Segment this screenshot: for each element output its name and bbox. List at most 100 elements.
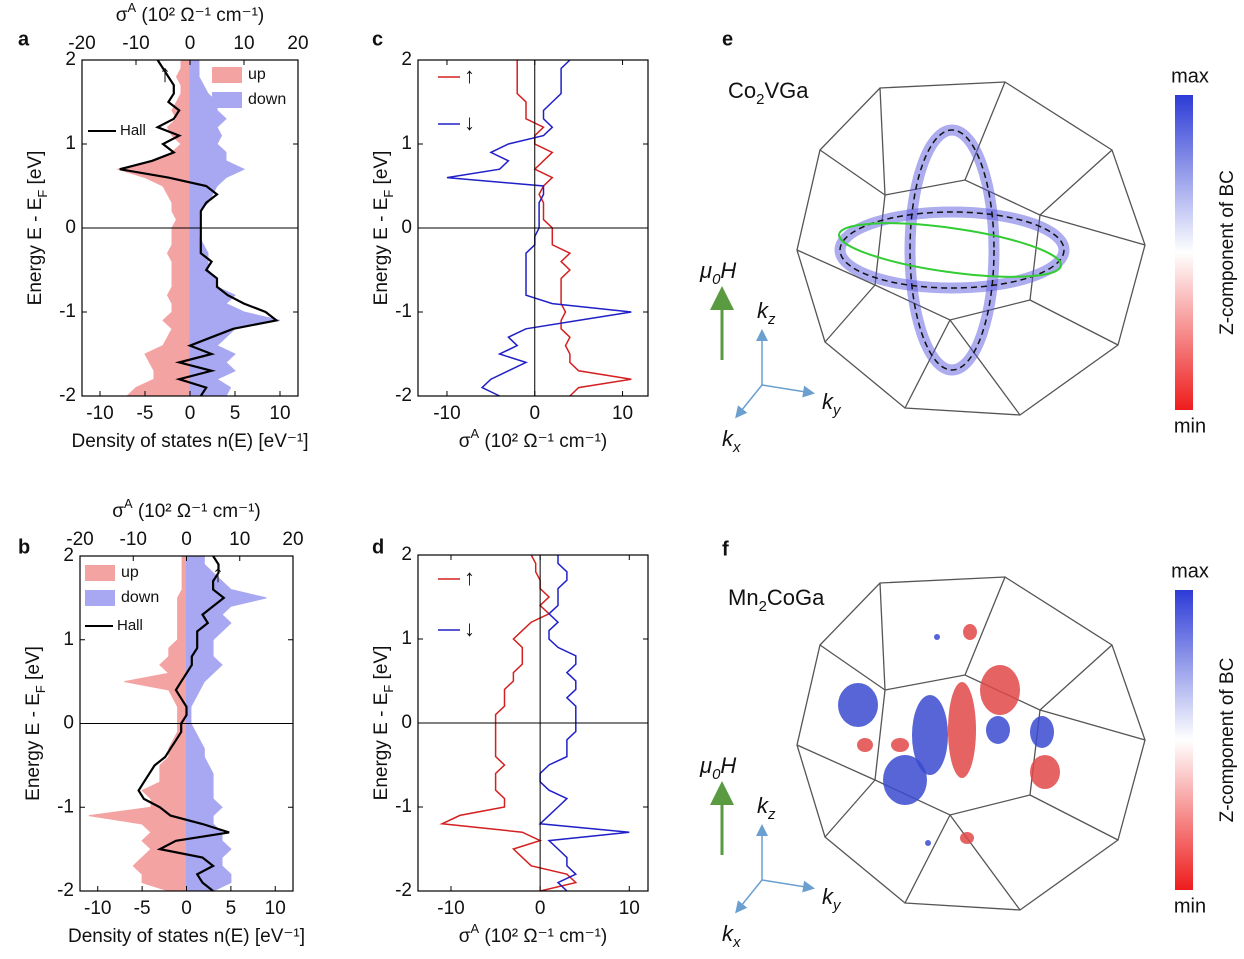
x-tick-label: 0 — [185, 403, 196, 424]
x2-axis-label-part: (10² Ω⁻¹ cm⁻¹) — [136, 5, 264, 26]
y-axis-label-part: Energy E - E — [371, 198, 392, 306]
legend-label: up — [248, 66, 266, 83]
x2-tick-label: 10 — [233, 33, 254, 54]
x2-axis-label-part: σ — [116, 5, 128, 26]
x-axis-label: σA (10² Ω⁻¹ cm⁻¹) — [459, 921, 608, 947]
panel-label: d — [372, 536, 384, 558]
x-tick-label: 5 — [226, 898, 237, 919]
k-axis-label: kx — [722, 921, 741, 952]
x-tick-label: 5 — [230, 403, 241, 424]
x2-axis-label-part: A — [127, 0, 136, 15]
k-axis-label-part: k — [757, 298, 769, 323]
x2-tick-label: -10 — [120, 529, 147, 550]
field-label-part: 0 — [712, 271, 721, 288]
x-axis-label-part: σ — [459, 431, 471, 452]
k-axis-label-part: k — [757, 793, 769, 818]
y-tick-label: 1 — [401, 628, 412, 649]
x-tick-label: 10 — [269, 403, 290, 424]
y-tick-label: -2 — [395, 385, 412, 406]
x2-tick-label: 10 — [229, 529, 250, 550]
panel-label: b — [18, 536, 30, 558]
y-axis-label: Energy E - EF [eV] — [25, 151, 50, 306]
material-label-part: 2 — [759, 598, 767, 615]
colorbar-max: max — [1171, 65, 1209, 87]
y-tick-label: -2 — [57, 880, 74, 901]
x2-axis-label-part: A — [124, 496, 133, 511]
x2-tick-label: 0 — [185, 33, 196, 54]
material-label-part: Mn — [728, 585, 759, 610]
x2-axis-label: σA (10² Ω⁻¹ cm⁻¹) — [116, 0, 265, 26]
x-tick-label: 10 — [612, 403, 633, 424]
field-label-part: H — [720, 258, 736, 283]
y-tick-label: 2 — [65, 49, 76, 70]
x-tick-label: 0 — [181, 898, 192, 919]
annotation: ↑ — [159, 60, 171, 87]
k-axis-label-part: z — [767, 311, 776, 328]
x-tick-label: -10 — [86, 403, 113, 424]
legend-swatch — [212, 67, 242, 83]
k-axis-label: ky — [822, 884, 842, 915]
x-axis-label-part: (10² Ω⁻¹ cm⁻¹) — [479, 926, 607, 947]
colorbar — [1175, 590, 1193, 890]
k-axis-label: ky — [822, 389, 842, 420]
y-axis-label: Energy E - EF [eV] — [371, 151, 396, 306]
k-axis-label-part: x — [732, 439, 741, 456]
y-tick-label: -1 — [59, 301, 76, 322]
y-axis-label-part: [eV] — [23, 646, 44, 685]
y-tick-label: 1 — [63, 629, 74, 650]
k-axis-label-part: y — [832, 897, 842, 914]
y-tick-label: -2 — [59, 385, 76, 406]
x-tick-label: 10 — [265, 898, 286, 919]
y-axis-label: Energy E - EF [eV] — [23, 646, 48, 801]
dos-area — [88, 555, 187, 892]
x2-tick-label: 20 — [287, 33, 308, 54]
y-axis-label-part: Energy E - E — [25, 198, 46, 306]
x-tick-label: -10 — [84, 898, 111, 919]
y-tick-label: -2 — [395, 880, 412, 901]
x2-tick-label: -20 — [66, 529, 93, 550]
colorbar-max: max — [1171, 560, 1209, 582]
x2-axis-label: σA (10² Ω⁻¹ cm⁻¹) — [112, 496, 261, 522]
x-axis-label-part: A — [470, 426, 479, 441]
annotation: ↑ — [212, 560, 224, 587]
y-axis-label-part: [eV] — [371, 151, 392, 190]
y-tick-label: 0 — [401, 712, 412, 733]
y-axis-label-part: F — [33, 685, 48, 693]
legend-label: down — [121, 589, 159, 606]
x-tick-label: -10 — [437, 898, 464, 919]
colorbar-min: min — [1174, 895, 1206, 917]
x-axis-label: σA (10² Ω⁻¹ cm⁻¹) — [459, 426, 608, 452]
x2-tick-label: 0 — [181, 529, 192, 550]
x-axis-label-part: A — [470, 921, 479, 936]
x2-axis-label-part: σ — [112, 501, 124, 522]
y-tick-label: 1 — [65, 133, 76, 154]
y-tick-label: -1 — [395, 796, 412, 817]
fermi-surface — [834, 124, 1070, 376]
y-tick-label: 2 — [401, 49, 412, 70]
k-axis-label-part: z — [767, 806, 776, 823]
legend-label: ↑ — [464, 565, 475, 590]
material-label-part: Co — [728, 78, 756, 103]
dos-area — [116, 59, 191, 397]
x-tick-label: 0 — [535, 898, 546, 919]
k-axis-label: kz — [757, 793, 776, 824]
colorbar — [1175, 95, 1193, 410]
x2-tick-label: -10 — [122, 33, 149, 54]
panel-label: e — [722, 28, 733, 50]
k-axis-label-part: k — [722, 921, 734, 946]
k-axis-label: kz — [757, 298, 776, 329]
x-axis-label-part: (10² Ω⁻¹ cm⁻¹) — [479, 431, 607, 452]
legend-label: down — [248, 91, 286, 108]
x-axis-label-part: σ — [459, 926, 471, 947]
y-tick-label: -1 — [395, 301, 412, 322]
y-axis-label: Energy E - EF [eV] — [371, 646, 396, 801]
material-label: Co2VGa — [728, 78, 809, 109]
k-axis-label-part: x — [732, 934, 741, 951]
legend-label: Hall — [120, 122, 146, 139]
y-tick-label: 2 — [63, 545, 74, 566]
legend-label: ↑ — [464, 63, 475, 88]
field-label: μ0H — [699, 258, 736, 289]
field-label-part: μ — [699, 753, 712, 778]
x-axis-label: Density of states n(E) [eV⁻¹] — [68, 926, 305, 947]
